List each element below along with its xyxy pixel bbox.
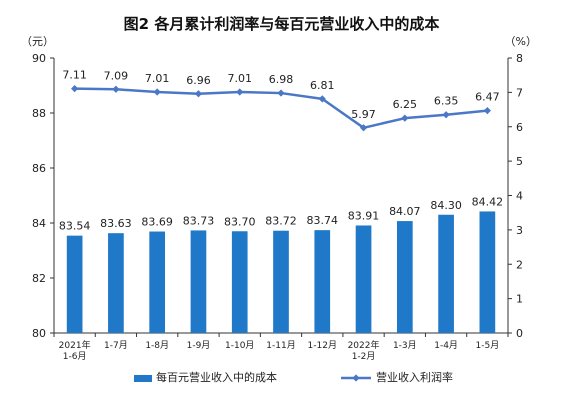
x-axis-tick-label: 1-12月 [308, 340, 337, 351]
line-group: 7.11 7.09 7.01 6.96 7.01 6.98 6.81 5.97 6.25 6.35… [62, 69, 500, 132]
bar [396, 221, 413, 333]
chart-title: 图2 各月累计利润率与每百元营业收入中的成本 [124, 15, 440, 33]
bar-data-label: 83.73 [183, 214, 215, 227]
x-axis-tick-label: 1-10月 [225, 340, 254, 351]
x-axis-tick-label: 1-5月 [476, 340, 500, 351]
right-axis-unit: （%） [505, 35, 537, 48]
bar [108, 233, 124, 333]
bar [479, 211, 496, 333]
legend-bar-swatch [134, 375, 152, 382]
line-point [277, 89, 285, 97]
bar [355, 225, 372, 333]
left-axis-tick-label: 82 [32, 272, 46, 285]
bars-group: 83.54 83.63 83.69 83.73 83.70 83.72 83.74 83.91… [59, 195, 503, 333]
x-axis-tick-label: 1-8月 [145, 340, 169, 351]
x-axis-tick-label: 1-2月 [352, 351, 376, 362]
line-data-label: 6.96 [186, 74, 211, 87]
line-data-label: 7.11 [62, 69, 87, 82]
line-data-label: 7.01 [227, 72, 252, 85]
bar [314, 230, 331, 333]
right-axis-tick-label: 7 [516, 86, 523, 99]
bar-data-label: 83.70 [224, 215, 256, 228]
x-axis-tick-label: 1-11月 [266, 340, 295, 351]
line-point [442, 111, 450, 119]
left-axis-tick-label: 86 [32, 162, 46, 175]
right-axis-group: 0 1 2 3 4 5 6 7 8 [507, 52, 523, 340]
bar [231, 231, 248, 333]
left-axis-tick-label: 84 [32, 217, 46, 230]
x-axis-tick-label: 2021年 [59, 339, 91, 351]
right-axis-tick-label: 3 [516, 224, 523, 237]
right-axis-tick-label: 2 [516, 258, 523, 271]
line-data-label: 6.47 [475, 91, 500, 104]
line-point [483, 106, 491, 115]
line-data-label: 7.09 [104, 69, 129, 82]
bar-data-label: 83.54 [59, 220, 91, 233]
bar [273, 230, 289, 333]
bar-data-label: 84.30 [430, 199, 462, 212]
right-axis-tick-label: 5 [516, 155, 523, 168]
bar [149, 231, 166, 333]
bar-data-label: 84.07 [389, 205, 421, 218]
line-data-label: 6.25 [393, 98, 418, 111]
legend-bar-label: 每百元营业收入中的成本 [156, 370, 277, 384]
line-point [359, 124, 368, 132]
left-axis-unit: （元） [21, 35, 54, 48]
x-axis-tick-label: 1-7月 [104, 340, 128, 351]
x-axis-tick-label: 1-3月 [393, 340, 417, 351]
bar-data-label: 83.72 [265, 215, 297, 228]
bar-data-label: 83.74 [307, 214, 339, 227]
line-point [194, 90, 203, 98]
line-data-label: 6.35 [434, 95, 459, 108]
line-data-label: 6.98 [269, 73, 294, 86]
line-point [236, 88, 244, 96]
bar [66, 235, 83, 333]
bar [438, 214, 454, 333]
bar-data-label: 84.42 [472, 195, 504, 208]
line-point [318, 95, 326, 103]
left-axis-tick-label: 88 [32, 107, 46, 120]
right-axis-tick-label: 6 [516, 121, 523, 134]
left-axis-tick-label: 90 [32, 52, 46, 65]
right-axis-tick-label: 1 [516, 293, 523, 306]
right-axis-tick-label: 0 [516, 327, 523, 340]
legend-group: 每百元营业收入中的成本 营业收入利润率 [134, 370, 453, 384]
line-point [153, 88, 161, 96]
right-axis-tick-label: 8 [516, 52, 523, 65]
x-axis-tick-label: 1-4月 [434, 340, 458, 351]
line-data-label: 6.81 [310, 79, 335, 92]
x-axis-tick-label: 1-9月 [187, 340, 211, 351]
line-point [71, 84, 79, 93]
legend-line-label: 营业收入利润率 [376, 370, 453, 384]
bar [190, 230, 207, 333]
bar-data-label: 83.63 [100, 217, 132, 230]
legend-line-marker [352, 374, 360, 382]
line-point [112, 85, 120, 93]
line-point [401, 114, 409, 122]
x-axis-tick-label: 2022年 [348, 339, 380, 351]
line-data-label: 7.01 [145, 72, 170, 85]
line-data-label: 5.97 [351, 108, 376, 121]
left-axis-tick-label: 80 [32, 327, 46, 340]
left-axis-group: 80 82 84 86 88 90 [32, 52, 55, 340]
right-axis-tick-label: 4 [516, 190, 523, 203]
bar-data-label: 83.69 [141, 216, 173, 229]
bar-data-label: 83.91 [348, 209, 380, 222]
x-axis-tick-label: 1-6月 [63, 351, 87, 362]
